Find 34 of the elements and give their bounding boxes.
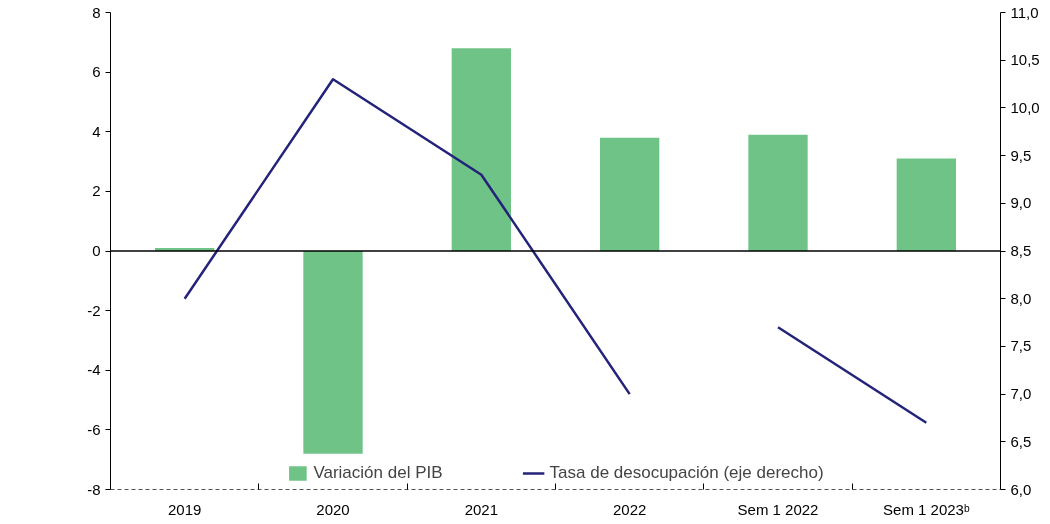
y-tick-label: 6 — [92, 63, 101, 81]
bar — [600, 137, 660, 251]
y2-tick-label: 10,5 — [1010, 51, 1040, 69]
line-series — [183, 78, 631, 396]
x-tick-label: 2021 — [464, 500, 499, 518]
y2-tick-label: 8,0 — [1010, 289, 1032, 307]
y2-tick-label: 6,5 — [1010, 432, 1032, 450]
y-tick-label: 0 — [92, 242, 101, 259]
y2-tick-label: 10,0 — [1010, 98, 1040, 116]
y2-tick-label: 7,0 — [1010, 385, 1032, 403]
x-tick-label: 2022 — [612, 500, 647, 518]
y2-tick-label: 6,0 — [1010, 480, 1032, 498]
y2-tick-label: 11,0 — [1010, 3, 1039, 21]
y2-tick-label: 9,0 — [1010, 194, 1032, 212]
y-tick-label: -2 — [87, 301, 101, 319]
x-tick-label: Sem 1 2023ᵇ — [883, 500, 970, 518]
y-tick-label: -8 — [87, 480, 101, 498]
y-tick-label: 8 — [92, 3, 101, 21]
y2-tick-label: 9,5 — [1010, 146, 1032, 164]
bar — [896, 158, 956, 251]
bar — [303, 251, 363, 454]
x-tick-label: Sem 1 2022 — [737, 500, 819, 518]
x-tick-label: 2020 — [316, 500, 350, 518]
y-tick-label: -6 — [87, 420, 101, 438]
legend-label: Variación del PIB — [313, 463, 443, 483]
y2-tick-label: 7,5 — [1010, 337, 1032, 355]
y-tick-label: -4 — [87, 361, 101, 379]
bar — [451, 48, 511, 251]
y2-tick-label: 8,5 — [1010, 242, 1032, 259]
bar — [748, 134, 808, 251]
legend-label: Tasa de desocupación (eje derecho) — [549, 463, 824, 483]
x-tick-label: 2019 — [167, 500, 202, 518]
y-tick-label: 2 — [92, 182, 101, 200]
y-tick-label: 4 — [92, 122, 101, 140]
